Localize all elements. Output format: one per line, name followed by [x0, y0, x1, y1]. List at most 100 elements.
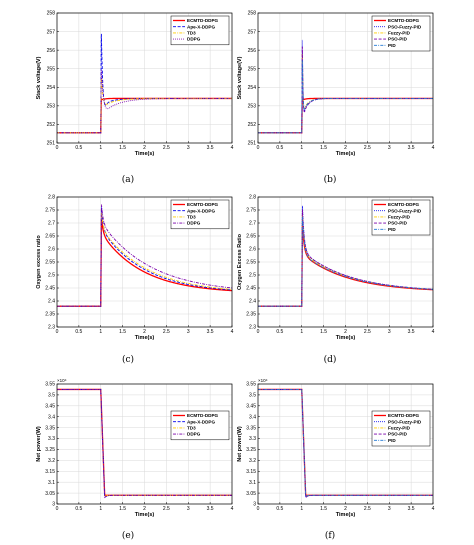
- x-tick-label: 1.5: [119, 329, 126, 335]
- legend-entry: PSO-PID: [388, 37, 408, 42]
- x-tick-label: 0.5: [75, 506, 82, 512]
- x-axis-label: Time(s): [135, 151, 155, 157]
- y-tick-label: 2.45: [246, 286, 256, 292]
- x-tick-label: 4: [432, 145, 435, 151]
- x-tick-label: 1: [99, 506, 102, 512]
- x-tick-label: 2.5: [364, 329, 371, 335]
- x-tick-label: 2: [344, 329, 347, 335]
- y-tick-label: 251: [248, 141, 257, 147]
- x-tick-label: 2: [143, 145, 146, 151]
- y-tick-label: 2.45: [45, 286, 55, 292]
- x-tick-label: 0.5: [276, 506, 283, 512]
- y-tick-label: 256: [47, 48, 56, 54]
- legend-entry: Fuzzy-PID: [388, 426, 411, 431]
- panel-caption: (c): [122, 354, 134, 365]
- x-tick-label: 3.5: [408, 145, 415, 151]
- x-tick-label: 0: [257, 329, 260, 335]
- y-tick-label: 253: [47, 104, 56, 110]
- chart-panel-b: 0 0.5 1 1.5 2 2.5 3 3.5 4 251 252 253 254 255 256 257 25…: [237, 11, 435, 185]
- series-line-ddpg: [57, 70, 232, 134]
- x-tick-label: 3: [388, 329, 391, 335]
- legend-entry: ECMTD-DDPG: [187, 18, 219, 23]
- y-tick-label: 3.25: [246, 447, 256, 453]
- y-tick-label: 2.7: [48, 221, 55, 227]
- legend-entry: Ape-X-DDPG: [187, 24, 216, 29]
- legend-entry: Ape-X-DDPG: [187, 419, 216, 424]
- panel-caption: (d): [324, 354, 337, 365]
- legend-entry: DDPG: [187, 221, 201, 226]
- series-line-pso-pid: [258, 209, 433, 307]
- x-tick-label: 1: [300, 506, 303, 512]
- y-tick-label: 3.15: [45, 469, 55, 475]
- panel-caption: (e): [122, 530, 134, 541]
- y-tick-label: 2.55: [246, 260, 256, 266]
- x-tick-label: 4: [231, 329, 234, 335]
- legend-entry: PSO-Fuzzy-PID: [388, 208, 422, 213]
- y-tick-label: 2.65: [246, 234, 256, 240]
- panel-caption: (f): [325, 530, 335, 541]
- y-tick-label: 2.4: [249, 299, 256, 305]
- y-tick-label: 3.25: [45, 447, 55, 453]
- y-tick-label: 2.8: [249, 195, 256, 201]
- y-tick-label: 253: [248, 104, 257, 110]
- legend-entry: Ape-X-DDPG: [187, 208, 216, 213]
- y-tick-label: 3.05: [246, 491, 256, 497]
- x-tick-label: 1: [300, 329, 303, 335]
- y-tick-label: 256: [248, 48, 257, 54]
- y-tick-label: 3.45: [246, 404, 256, 410]
- x-tick-label: 3.5: [207, 506, 214, 512]
- y-tick-label: 2.4: [48, 299, 55, 305]
- legend-entry: DDPG: [187, 432, 201, 437]
- y-tick-label: 252: [248, 122, 257, 128]
- y-tick-label: 3.2: [249, 458, 256, 464]
- legend-entry: ECMTD-DDPG: [388, 413, 420, 418]
- y-tick-label: 2.6: [249, 247, 256, 253]
- legend-entry: PSO-Fuzzy-PID: [388, 419, 422, 424]
- x-tick-label: 0: [257, 145, 260, 151]
- legend-entry: PSO-PID: [388, 221, 408, 226]
- y-tick-label: 258: [248, 11, 257, 17]
- y-tick-label: 3: [253, 502, 256, 508]
- x-tick-label: 4: [231, 145, 234, 151]
- chart-panel-d: 0 0.5 1 1.5 2 2.5 3 3.5 4 2.3 2.35 2.4 2.45 2.5 2.55 2.…: [237, 195, 435, 365]
- x-tick-label: 3.5: [408, 329, 415, 335]
- y-axis-label: Oxygen Excess Ratio: [237, 233, 243, 290]
- x-tick-label: 2.5: [364, 506, 371, 512]
- y-tick-label: 2.3: [48, 325, 55, 331]
- legend-entry: TD3: [187, 426, 196, 431]
- y-tick-label: 2.7: [249, 221, 256, 227]
- y-tick-label: 2.5: [249, 273, 256, 279]
- panel-caption: (b): [324, 174, 337, 185]
- x-tick-label: 0: [56, 145, 59, 151]
- x-tick-label: 3: [388, 506, 391, 512]
- x-tick-label: 1.5: [320, 145, 327, 151]
- y-tick-label: 3.15: [246, 469, 256, 475]
- y-tick-label: 2.75: [246, 208, 256, 214]
- y-tick-label: 254: [248, 85, 257, 91]
- legend-entry: ECMTD-DDPG: [187, 413, 219, 418]
- x-tick-label: 4: [432, 506, 435, 512]
- x-tick-label: 2.5: [163, 329, 170, 335]
- y-tick-label: 3: [52, 502, 55, 508]
- chart-panel-a: 0 0.5 1 1.5 2 2.5 3 3.5 4 251 252 253 254 255 256 257 25…: [36, 11, 234, 185]
- x-tick-label: 3: [187, 329, 190, 335]
- x-axis-label: Time(s): [135, 512, 155, 518]
- x-tick-label: 2: [143, 506, 146, 512]
- x-tick-label: 3: [187, 506, 190, 512]
- x-tick-label: 1: [300, 145, 303, 151]
- legend-entry: Fuzzy-PID: [388, 215, 411, 220]
- legend-entry: ECMTD-DDPG: [187, 202, 219, 207]
- y-tick-label: 2.35: [246, 312, 256, 318]
- y-tick-label: 2.3: [249, 325, 256, 331]
- series-line-pid: [258, 389, 433, 497]
- x-tick-label: 3: [187, 145, 190, 151]
- legend-entry: PID: [388, 227, 396, 232]
- chart-panel-f: 0 0.5 1 1.5 2 2.5 3 3.5 4 3 3.05 3.1 3.15 3.2 3.25 3.3 3…: [237, 378, 435, 541]
- y-tick-label: 3.3: [249, 436, 256, 442]
- y-tick-label: 3.2: [48, 458, 55, 464]
- x-tick-label: 2: [344, 145, 347, 151]
